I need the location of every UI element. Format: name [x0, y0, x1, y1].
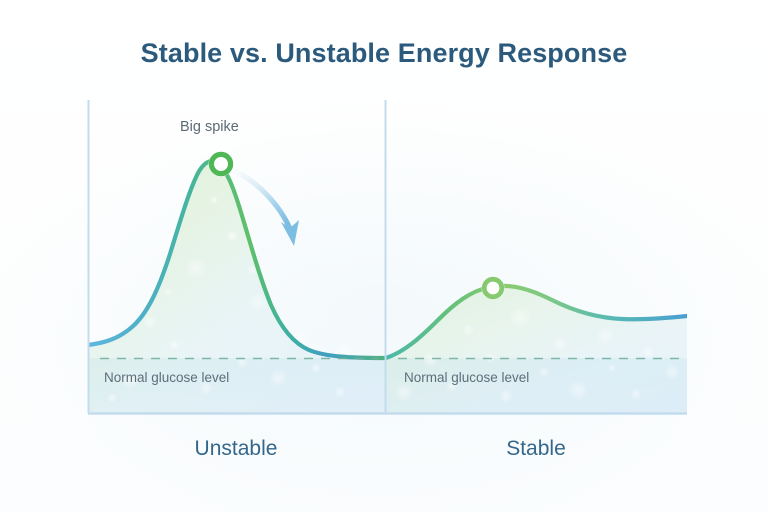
bokeh-texture-left [107, 196, 352, 403]
area-fill-stable [386, 285, 687, 414]
panel-unstable [87, 100, 385, 414]
baseline-label-unstable: Normal glucose level [104, 370, 230, 385]
peak-marker-unstable[interactable] [208, 151, 234, 177]
panel-caption-unstable: Unstable [194, 437, 278, 460]
curve-stable [386, 283, 687, 361]
panel-caption-stable: Stable [506, 437, 566, 460]
bokeh-texture-right [395, 307, 680, 403]
page-title: Stable vs. Unstable Energy Response [140, 38, 628, 68]
annotation-big-spike: Big spike [180, 119, 239, 135]
panel-stable [384, 100, 687, 414]
baseline-label-stable: Normal glucose level [404, 370, 530, 385]
peak-marker-stable[interactable] [481, 276, 505, 300]
decline-arrow-icon [230, 167, 299, 246]
